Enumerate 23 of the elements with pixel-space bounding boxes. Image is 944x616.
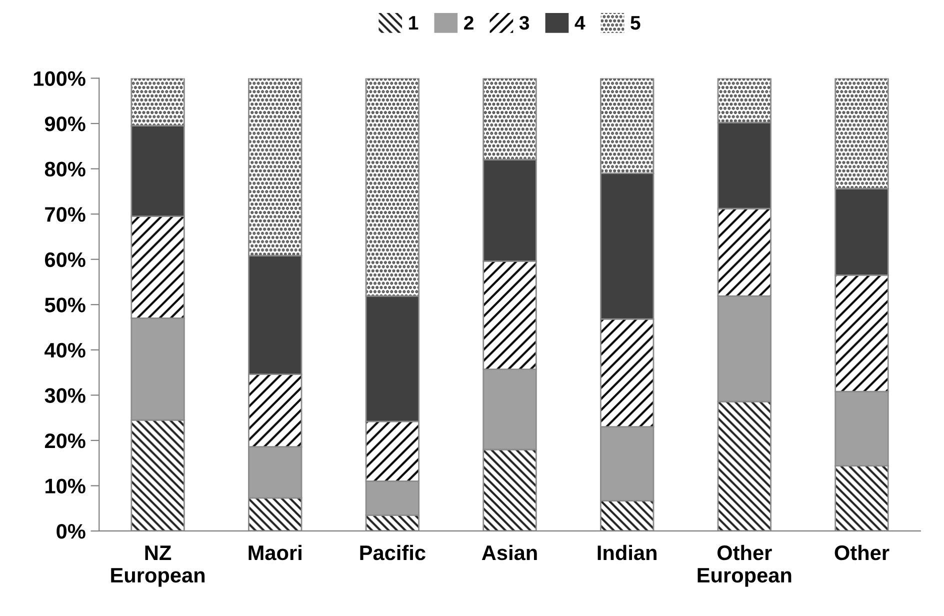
- y-tick-label: 80%: [44, 162, 86, 177]
- y-tick-label: 50%: [44, 298, 86, 312]
- y-tick-label: 0%: [56, 524, 86, 539]
- x-tick-label: NZ European: [111, 546, 205, 587]
- legend-label: 1: [409, 16, 418, 30]
- x-tick-label: Other European: [698, 544, 792, 587]
- legend-label: 5: [630, 16, 640, 30]
- y-tick-label: 40%: [44, 342, 86, 358]
- x-tick-label: Other: [834, 544, 890, 560]
- y-tick-label: 70%: [45, 207, 86, 222]
- y-tick-label: 30%: [44, 388, 86, 403]
- legend-label: 3: [519, 16, 530, 30]
- x-tick-label: Maori: [248, 544, 302, 560]
- y-tick-label: 10%: [46, 478, 86, 494]
- y-tick-label: 100%: [34, 71, 86, 86]
- legend-label: 2: [464, 16, 474, 30]
- x-tick-label: Indian: [598, 544, 656, 560]
- y-tick-label: 20%: [44, 433, 86, 448]
- x-tick-label: Asian: [482, 544, 537, 560]
- y-tick-label: 90%: [44, 116, 86, 132]
- y-tick-label: 60%: [44, 252, 86, 268]
- legend-label: 4: [574, 16, 586, 30]
- x-tick-label: Pacific: [360, 544, 426, 560]
